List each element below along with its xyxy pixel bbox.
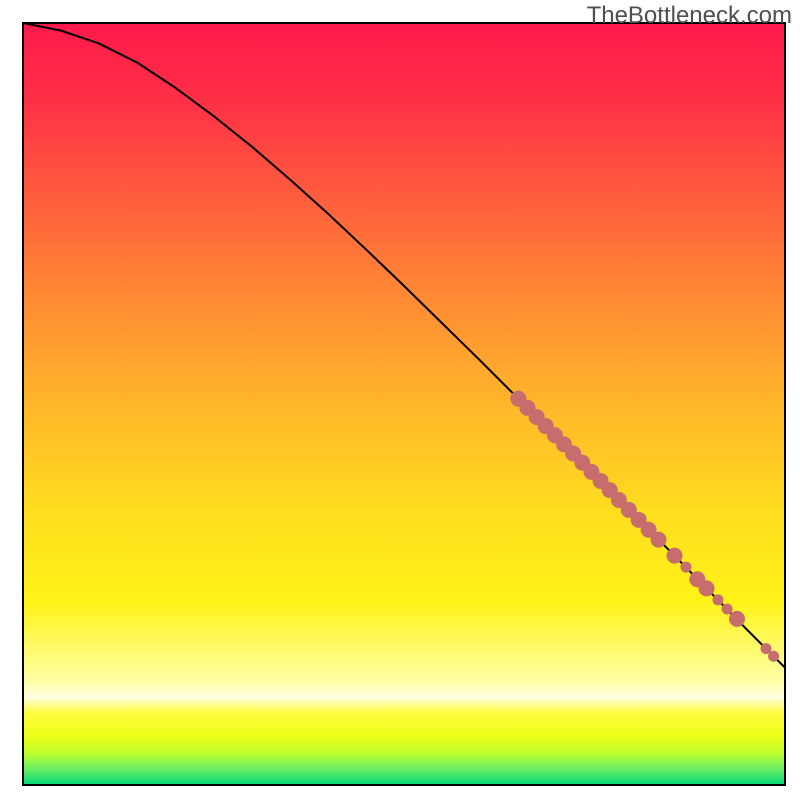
gradient-background [23,23,785,785]
data-marker [761,644,771,654]
data-marker [651,532,666,547]
data-marker [667,548,682,563]
chart-container: TheBottleneck.com [0,0,800,800]
data-marker [699,581,714,596]
data-marker [713,595,723,605]
data-marker [722,604,732,614]
data-marker [729,611,744,626]
data-marker [681,562,691,572]
data-marker [769,651,779,661]
chart-svg [0,0,800,800]
